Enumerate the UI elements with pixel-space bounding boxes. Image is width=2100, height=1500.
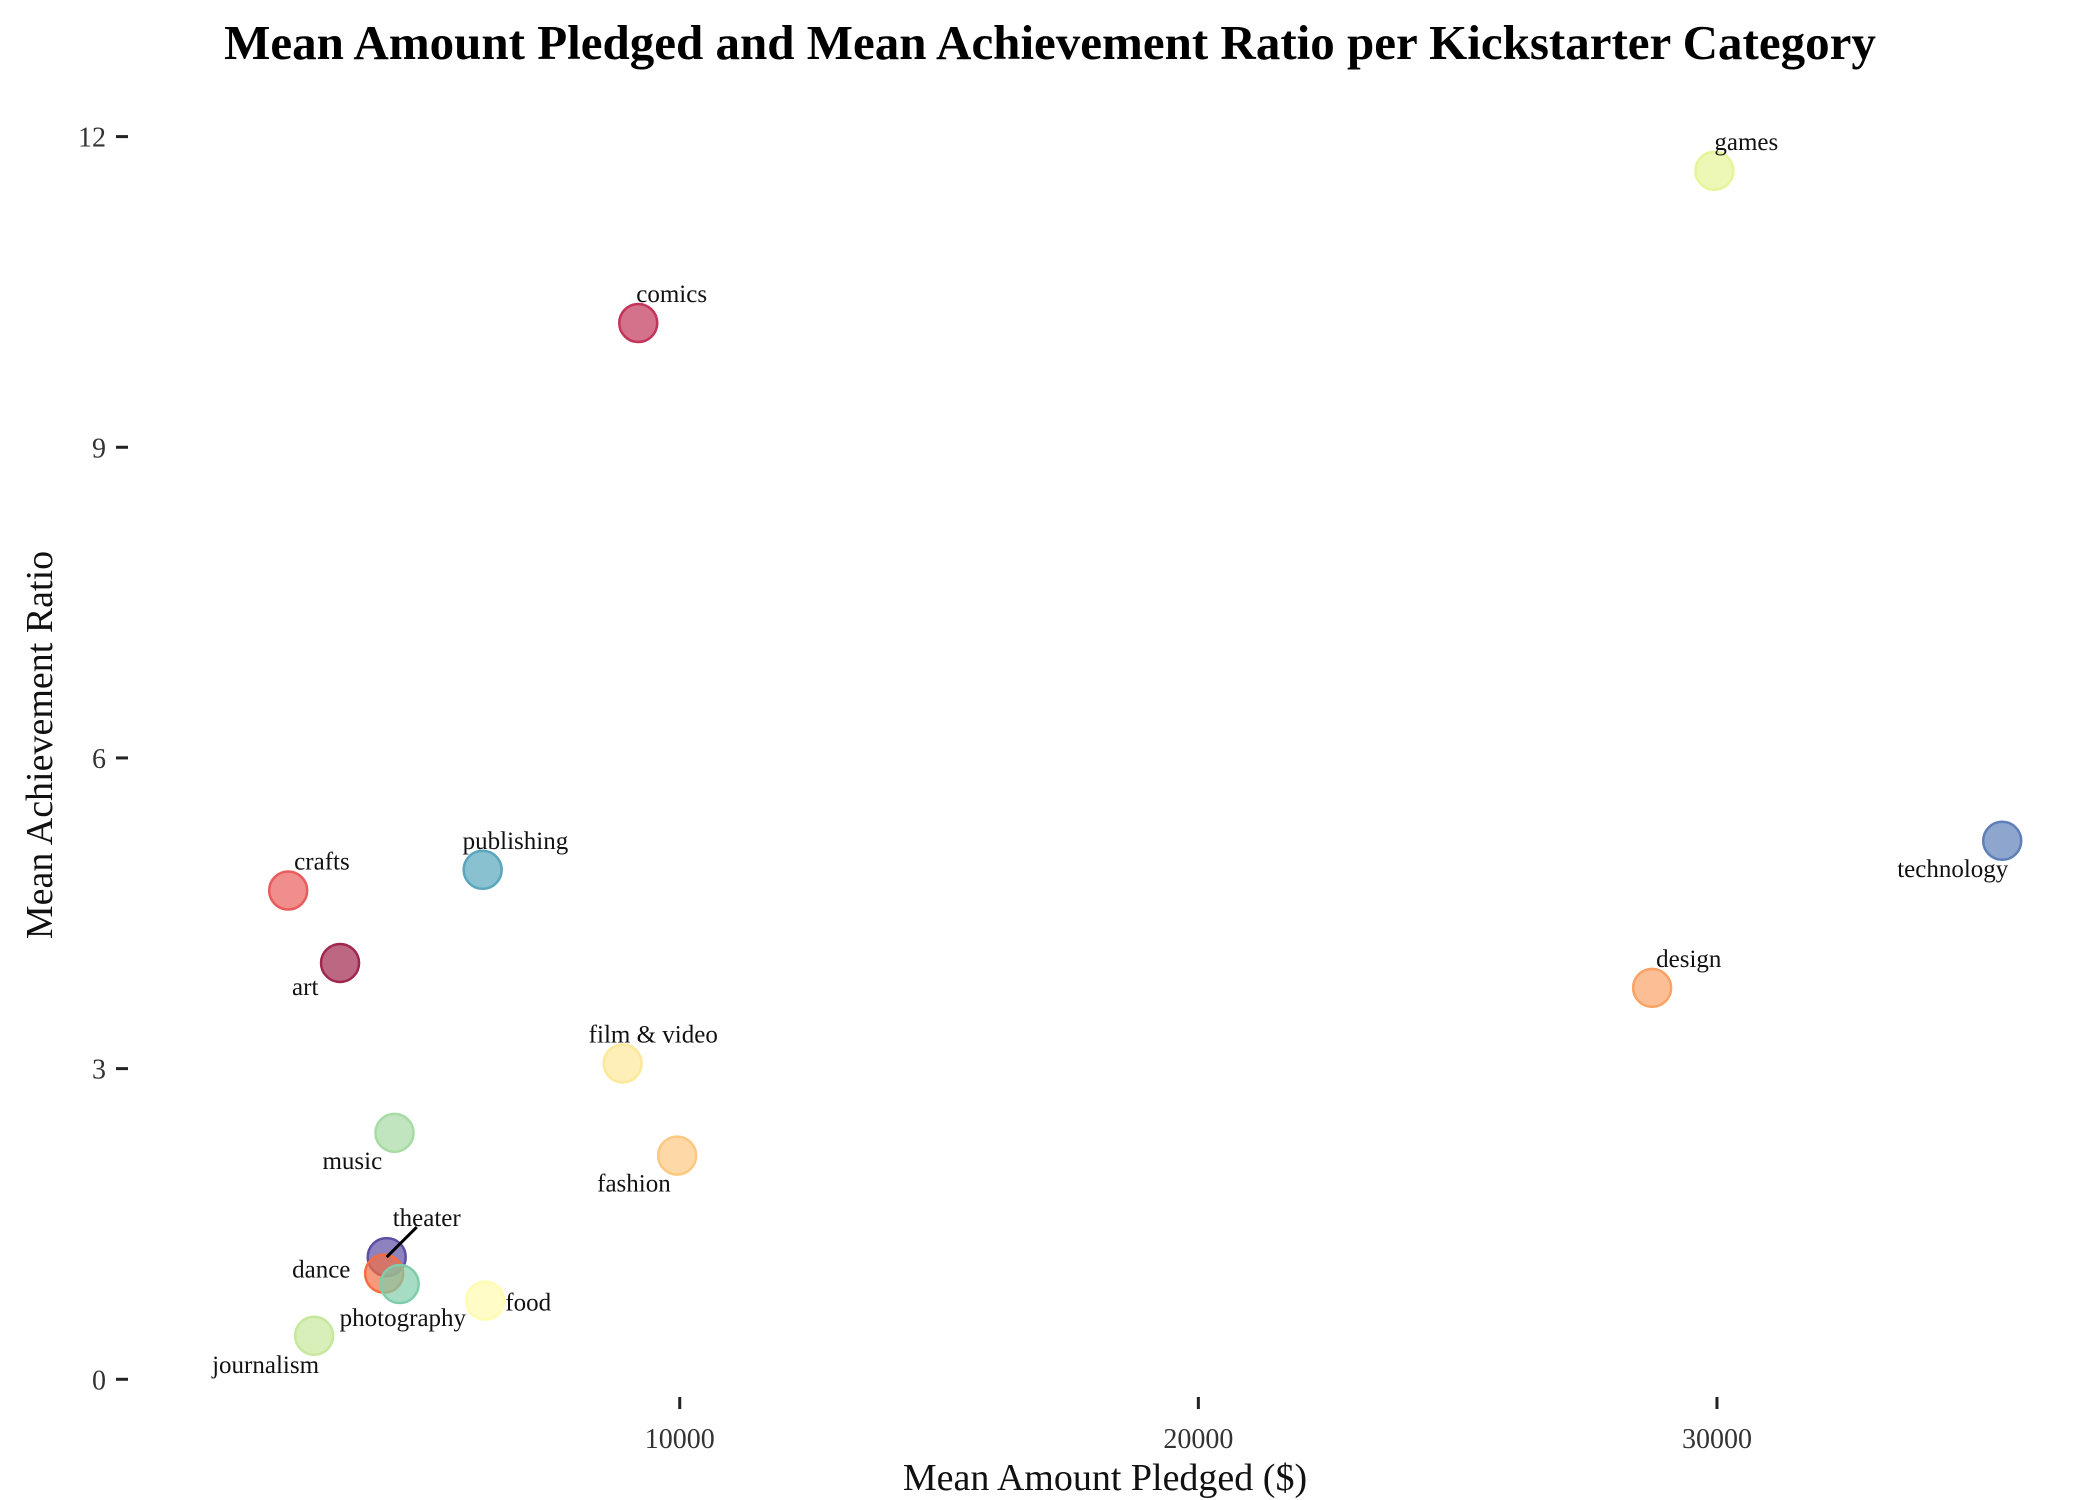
data-labels: games comics technology publishing crafts art… bbox=[211, 129, 2009, 1379]
data-point-journalism bbox=[293, 1315, 335, 1357]
x-axis-title: Mean Amount Pledged ($) bbox=[903, 1457, 1307, 1499]
data-point-games bbox=[1694, 150, 1735, 192]
point-label-dance: dance bbox=[292, 1257, 350, 1284]
data-point-food bbox=[465, 1280, 506, 1321]
point-label-journalism: journalism bbox=[211, 1352, 319, 1379]
point-label-film-video: film & video bbox=[589, 1021, 718, 1048]
point-label-games: games bbox=[1714, 129, 1778, 156]
data-point-photography bbox=[379, 1263, 420, 1305]
x-tick-label: 10000 bbox=[645, 1424, 715, 1455]
y-tick-label: 9 bbox=[92, 433, 106, 464]
point-label-technology: technology bbox=[1897, 856, 2009, 883]
x-tick-label: 20000 bbox=[1163, 1424, 1233, 1455]
point-label-fashion: fashion bbox=[597, 1171, 671, 1198]
point-label-comics: comics bbox=[636, 281, 707, 308]
theater-label-leader-line bbox=[385, 1226, 418, 1259]
data-point-fashion bbox=[656, 1135, 698, 1176]
x-tick-label: 30000 bbox=[1682, 1424, 1752, 1455]
x-axis: 10000 20000 30000 bbox=[645, 1397, 1752, 1455]
point-label-music: music bbox=[322, 1148, 382, 1175]
point-label-art: art bbox=[292, 974, 318, 1001]
y-tick-label: 0 bbox=[92, 1365, 106, 1396]
point-label-food: food bbox=[505, 1290, 551, 1317]
point-label-design: design bbox=[1656, 946, 1722, 973]
chart-title: Mean Amount Pledged and Mean Achievement… bbox=[224, 15, 1876, 70]
data-points bbox=[267, 150, 2023, 1357]
y-axis-title: Mean Achievement Ratio bbox=[19, 551, 61, 939]
data-point-publishing bbox=[462, 849, 503, 891]
point-label-publishing: publishing bbox=[463, 828, 569, 855]
y-tick-label: 6 bbox=[92, 744, 106, 775]
y-axis: 0 3 6 9 12 bbox=[78, 123, 128, 1396]
y-tick-label: 3 bbox=[92, 1055, 106, 1086]
data-point-music bbox=[374, 1112, 415, 1154]
y-tick-label: 12 bbox=[78, 123, 106, 154]
data-point-art bbox=[319, 942, 361, 984]
data-point-design bbox=[1631, 967, 1673, 1009]
point-label-theater: theater bbox=[393, 1205, 462, 1232]
data-point-comics bbox=[617, 302, 659, 344]
point-label-photography: photography bbox=[340, 1305, 467, 1332]
data-point-crafts bbox=[267, 870, 309, 911]
point-label-crafts: crafts bbox=[294, 848, 350, 875]
data-point-technology bbox=[1981, 820, 2023, 862]
data-point-film-video bbox=[602, 1043, 643, 1084]
